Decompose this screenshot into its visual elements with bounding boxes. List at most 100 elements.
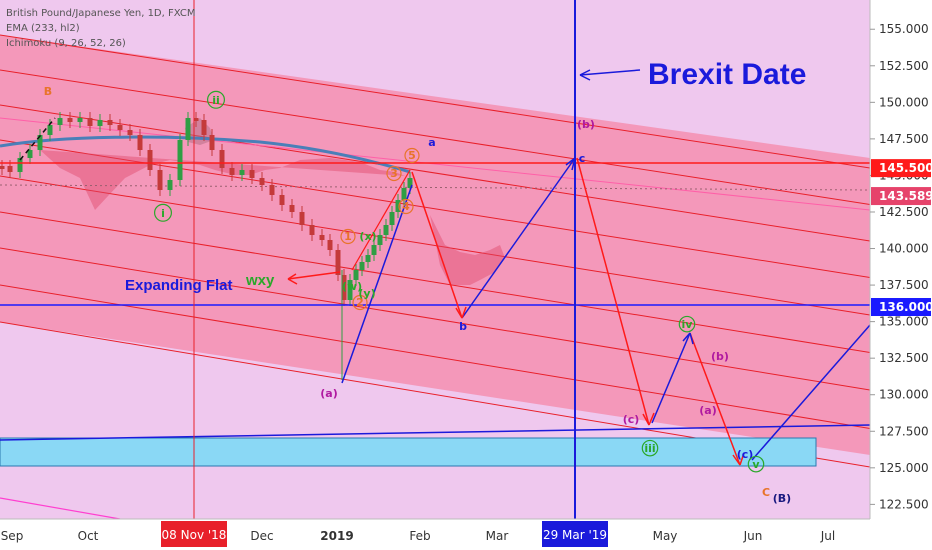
blue-projection-3 <box>751 324 870 461</box>
candle-body <box>47 125 53 135</box>
x-tick-label: May <box>653 529 678 543</box>
y-tick-label: 150.000 <box>879 95 929 109</box>
candle-body <box>77 118 83 122</box>
candle-body <box>117 125 123 130</box>
wave-label: (a) <box>320 387 337 400</box>
candle-body <box>185 118 191 140</box>
candle-body <box>27 150 33 158</box>
wave-circle <box>398 198 414 215</box>
candle-body <box>377 235 383 245</box>
candle-body <box>359 262 365 270</box>
arrowhead-iv <box>682 332 694 345</box>
expanding-flat-annotation: Expanding Flat <box>125 277 233 294</box>
time-marker-label: 08 Nov '18 <box>162 528 227 542</box>
y-tick-labels: 155.000152.500150.000147.500145.000142.5… <box>870 22 929 511</box>
candle-body <box>57 118 63 125</box>
wave-circle <box>747 455 765 473</box>
candle-body <box>309 225 315 235</box>
wave-label: (a) <box>699 404 716 417</box>
wave-circle <box>340 228 356 245</box>
wave-label: v <box>752 458 760 471</box>
header-ichimoku: Ichimoku (9, 26, 52, 26) <box>6 38 126 49</box>
candle-body <box>249 170 255 178</box>
ma-pink-line <box>0 117 870 211</box>
candle-body <box>335 250 341 275</box>
price-label: 136.000 <box>879 300 932 314</box>
y-tick-label: 152.500 <box>879 59 929 73</box>
candle-body <box>347 280 353 300</box>
channel-line <box>0 211 870 353</box>
wave-circle <box>386 165 402 182</box>
candle-body <box>177 140 183 180</box>
wave-circle <box>641 439 659 457</box>
arrowhead-a <box>732 452 745 466</box>
channel-line <box>0 247 870 391</box>
candle-body <box>157 170 163 190</box>
wave-label: a <box>428 136 435 149</box>
price-labels: 145.500 143.589 136.000 <box>871 159 932 317</box>
wave-label: i <box>161 207 165 220</box>
candle-body <box>229 168 235 175</box>
wave-circle <box>154 203 173 222</box>
x-tick-label: Dec <box>250 529 273 543</box>
wave-circle <box>352 294 368 311</box>
blue-projection-1 <box>461 157 576 319</box>
candle-body <box>383 225 389 235</box>
candle-body <box>209 135 215 150</box>
y-tick-label: 132.500 <box>879 351 929 365</box>
ma-dotted-line <box>0 184 870 191</box>
wave-label: 1 <box>344 230 352 243</box>
y-tick-label: 140.000 <box>879 242 929 256</box>
candle-body <box>137 135 143 150</box>
rally-line <box>341 184 413 384</box>
x-tick-label: 2019 <box>320 529 353 543</box>
ichimoku-cloud <box>40 150 405 210</box>
wave-label: 2 <box>356 296 364 309</box>
candle-body <box>193 118 199 121</box>
x-tick-label: Sep <box>1 529 24 543</box>
wave-label: B <box>44 85 52 98</box>
header-ema: EMA (233, hl2) <box>6 23 80 34</box>
candle-body <box>147 150 153 170</box>
wave-label: (y) <box>358 287 375 300</box>
candle-body <box>299 212 305 225</box>
red-projection-3 <box>689 332 741 466</box>
candle-body <box>269 185 275 195</box>
wave-label: (w) <box>342 280 362 293</box>
time-marker-label: 29 Mar '19 <box>543 528 607 542</box>
candle-body <box>17 158 23 172</box>
ichimoku-cloud-late <box>430 215 505 285</box>
x-tick-labels: Sep Oct Dec 2019 Feb Mar May Jun Jul <box>1 529 836 543</box>
wave-label: C <box>762 486 770 499</box>
y-tick-label: 142.500 <box>879 205 929 219</box>
x-tick-label: Mar <box>486 529 509 543</box>
candle-body <box>201 120 207 135</box>
candle-body <box>353 270 359 280</box>
expanding-flat-arrow <box>287 271 341 280</box>
candle-body <box>107 120 113 125</box>
wave-label: (B) <box>773 492 791 505</box>
x-tick-label: Oct <box>78 529 99 543</box>
candle-body <box>319 235 325 240</box>
candle-body <box>167 180 173 190</box>
wxy-annotation: wxy <box>245 272 275 289</box>
candle-body <box>327 240 333 250</box>
brexit-annotation: Brexit Date <box>648 58 806 91</box>
candle-body <box>395 200 401 212</box>
arrowhead-c-top <box>565 157 576 171</box>
support-zone <box>0 437 817 467</box>
price-label-box <box>871 159 931 178</box>
expanding-flat-arrowhead <box>287 273 298 285</box>
x-tick-label: Jul <box>820 529 835 543</box>
wave-label: b <box>459 320 467 333</box>
candle-body <box>341 275 347 300</box>
wave-label: 3 <box>390 167 398 180</box>
price-label: 143.589 <box>879 189 932 203</box>
channel-line <box>0 34 870 169</box>
rally-line-red <box>351 169 411 271</box>
candle-body <box>0 166 5 169</box>
channel-line <box>0 175 870 316</box>
y-tick-label: 135.000 <box>879 315 929 329</box>
